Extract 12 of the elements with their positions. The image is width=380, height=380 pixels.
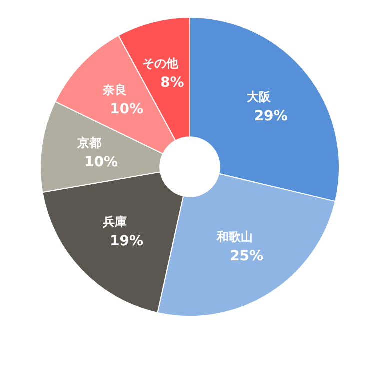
slice-label: 京都	[76, 136, 102, 150]
data-label: 29%	[254, 108, 288, 124]
data-label: 8%	[160, 74, 184, 91]
data-label: 25%	[230, 248, 264, 265]
slice-label: 和歌山	[216, 230, 253, 244]
slice-label: 大阪	[247, 90, 272, 104]
slice-label: その他	[142, 56, 180, 70]
slice-label: 奈良	[102, 83, 127, 98]
slice-label: 兵庫	[102, 215, 127, 230]
data-label: 10%	[110, 102, 144, 118]
data-label: 10%	[84, 154, 118, 170]
data-label: 19%	[110, 234, 144, 250]
